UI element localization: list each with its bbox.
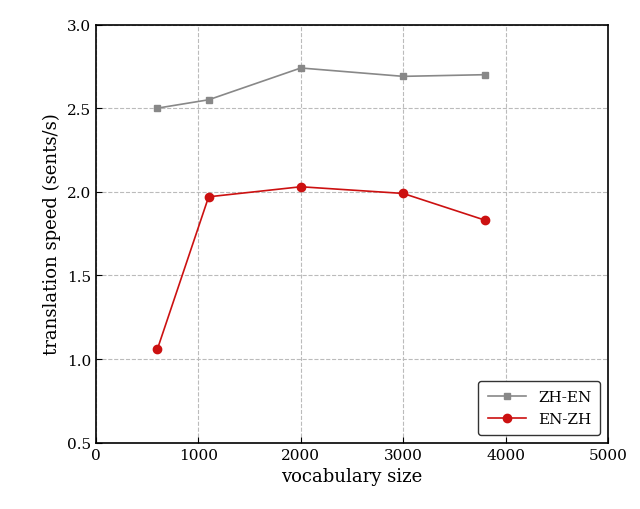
ZH-EN: [399, 74, 407, 80]
EN-ZH: [399, 191, 407, 197]
X-axis label: vocabulary size: vocabulary size: [282, 467, 422, 485]
Y-axis label: translation speed (sents/s): translation speed (sents/s): [43, 114, 61, 355]
Line: EN-ZH: EN-ZH: [153, 183, 490, 353]
EN-ZH: [481, 218, 489, 224]
EN-ZH: [154, 346, 161, 352]
Line: ZH-EN: ZH-EN: [154, 65, 488, 112]
ZH-EN: [297, 66, 305, 72]
ZH-EN: [481, 72, 489, 78]
EN-ZH: [205, 194, 212, 201]
ZH-EN: [205, 98, 212, 104]
ZH-EN: [154, 106, 161, 112]
Legend: ZH-EN, EN-ZH: ZH-EN, EN-ZH: [478, 381, 600, 435]
EN-ZH: [297, 184, 305, 190]
